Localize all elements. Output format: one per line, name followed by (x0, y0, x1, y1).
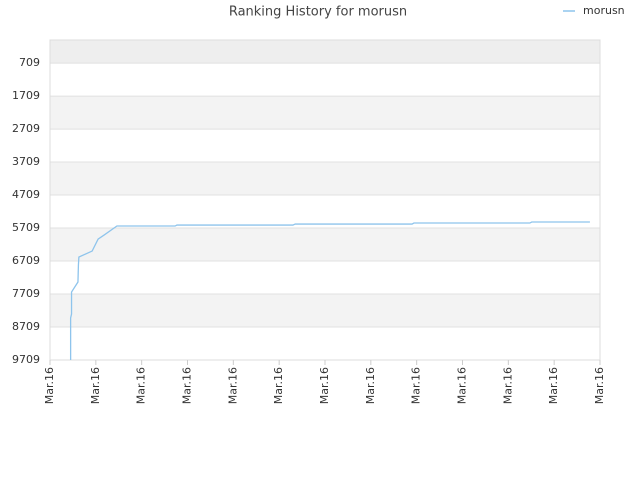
grid-band (50, 294, 600, 328)
x-tick-label: Mar.16 (135, 367, 148, 404)
legend-label: morusn (583, 4, 625, 17)
y-tick-label: 2709 (12, 122, 40, 135)
y-tick-label: 7709 (12, 287, 40, 300)
data-line (69, 221, 590, 360)
y-tick-label: 6709 (12, 254, 40, 267)
x-tick-label: Mar.16 (593, 367, 606, 404)
x-tick-label: Mar.16 (226, 367, 239, 404)
x-tick-label: Mar.16 (456, 367, 469, 404)
y-tick-label: 709 (19, 56, 40, 69)
x-tick-label: Mar.16 (43, 367, 56, 404)
x-tick-label: Mar.16 (410, 367, 423, 404)
y-tick-label: 5709 (12, 221, 40, 234)
x-tick-label: Mar.16 (89, 367, 102, 404)
y-tick-label: 4709 (12, 188, 40, 201)
x-tick-label: Mar.16 (501, 367, 514, 404)
x-tick-label: Mar.16 (181, 367, 194, 404)
y-tick-label: 3709 (12, 155, 40, 168)
y-tick-label: 1709 (12, 89, 40, 102)
y-tick-label: 8709 (12, 320, 40, 333)
y-tick-label: 9709 (12, 353, 40, 366)
x-tick-label: Mar.16 (272, 367, 285, 404)
x-tick-label: Mar.16 (318, 367, 331, 404)
grid-band (50, 228, 600, 262)
grid-band (50, 162, 600, 196)
grid-band (50, 96, 600, 130)
x-tick-label: Mar.16 (364, 367, 377, 404)
chart-title: Ranking History for morusn (229, 5, 407, 20)
grid-band (50, 40, 600, 64)
x-tick-label: Mar.16 (547, 367, 560, 404)
